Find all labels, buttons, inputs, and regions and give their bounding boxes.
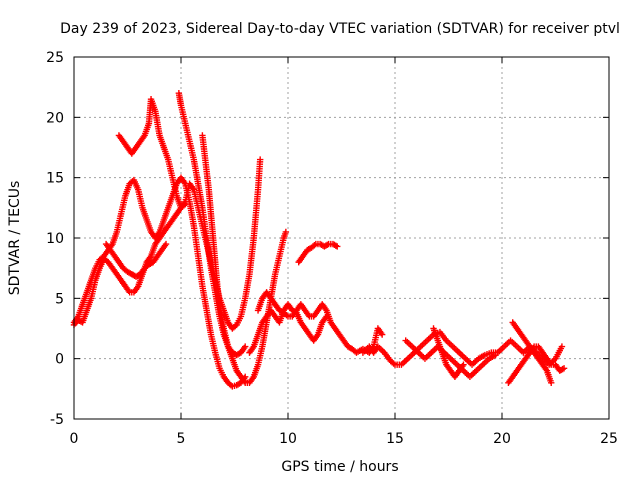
y-tick-label: 5: [55, 291, 64, 307]
x-axis-label: GPS time / hours: [281, 459, 398, 475]
series-trace-f: [199, 132, 290, 386]
plus-marker: [390, 360, 397, 367]
y-axis-label: SDTVAR / TECUs: [7, 181, 23, 296]
plus-marker: [311, 242, 318, 249]
series-trace-g: [254, 289, 386, 356]
series-trace-h: [246, 301, 330, 356]
series-trace-a: [70, 174, 249, 390]
x-tick-label: 25: [600, 431, 618, 447]
y-tick-label: 0: [55, 352, 64, 368]
plus-marker: [548, 379, 555, 386]
series-trace-b: [70, 201, 189, 329]
x-tick-label: 0: [70, 431, 79, 447]
y-tick-label: 20: [46, 110, 64, 126]
y-tick-label: 10: [46, 231, 64, 247]
axis-ticks: [73, 56, 610, 420]
y-tick-labels: -5 0 5 10 15 20 25: [46, 50, 64, 428]
y-tick-label: -5: [50, 412, 64, 428]
series-trace-l: [430, 325, 467, 380]
plus-marker: [378, 331, 386, 338]
plus-marker: [460, 361, 467, 368]
series-trace-n: [505, 343, 568, 386]
plus-marker: [334, 243, 341, 250]
grid-lines: [74, 57, 609, 419]
x-tick-labels: 0 5 10 15 20 25: [70, 431, 618, 447]
plus-marker: [232, 322, 239, 330]
plus-marker: [256, 156, 264, 163]
x-tick-label: 5: [177, 431, 186, 447]
y-tick-label: 25: [46, 50, 64, 66]
plus-marker: [283, 312, 290, 319]
plus-marker: [560, 365, 568, 372]
plus-marker: [162, 240, 170, 248]
plus-marker: [323, 313, 330, 320]
x-tick-label: 10: [279, 431, 297, 447]
plus-marker: [324, 241, 331, 249]
plus-marker: [242, 343, 249, 350]
series-trace-m: [509, 319, 555, 386]
plus-marker: [558, 343, 566, 350]
series-trace-c: [102, 240, 170, 280]
data-marks: [70, 90, 568, 390]
plus-marker: [282, 228, 290, 236]
series-trace-i: [295, 240, 341, 266]
x-tick-label: 15: [386, 431, 404, 447]
plus-marker: [332, 242, 339, 249]
plus-marker: [492, 351, 499, 359]
plus-marker: [559, 365, 566, 373]
x-tick-label: 20: [493, 431, 511, 447]
chart-title: Day 239 of 2023, Sidereal Day-to-day VTE…: [60, 21, 620, 37]
y-tick-label: 15: [46, 171, 64, 187]
series-trace-d: [115, 96, 264, 332]
